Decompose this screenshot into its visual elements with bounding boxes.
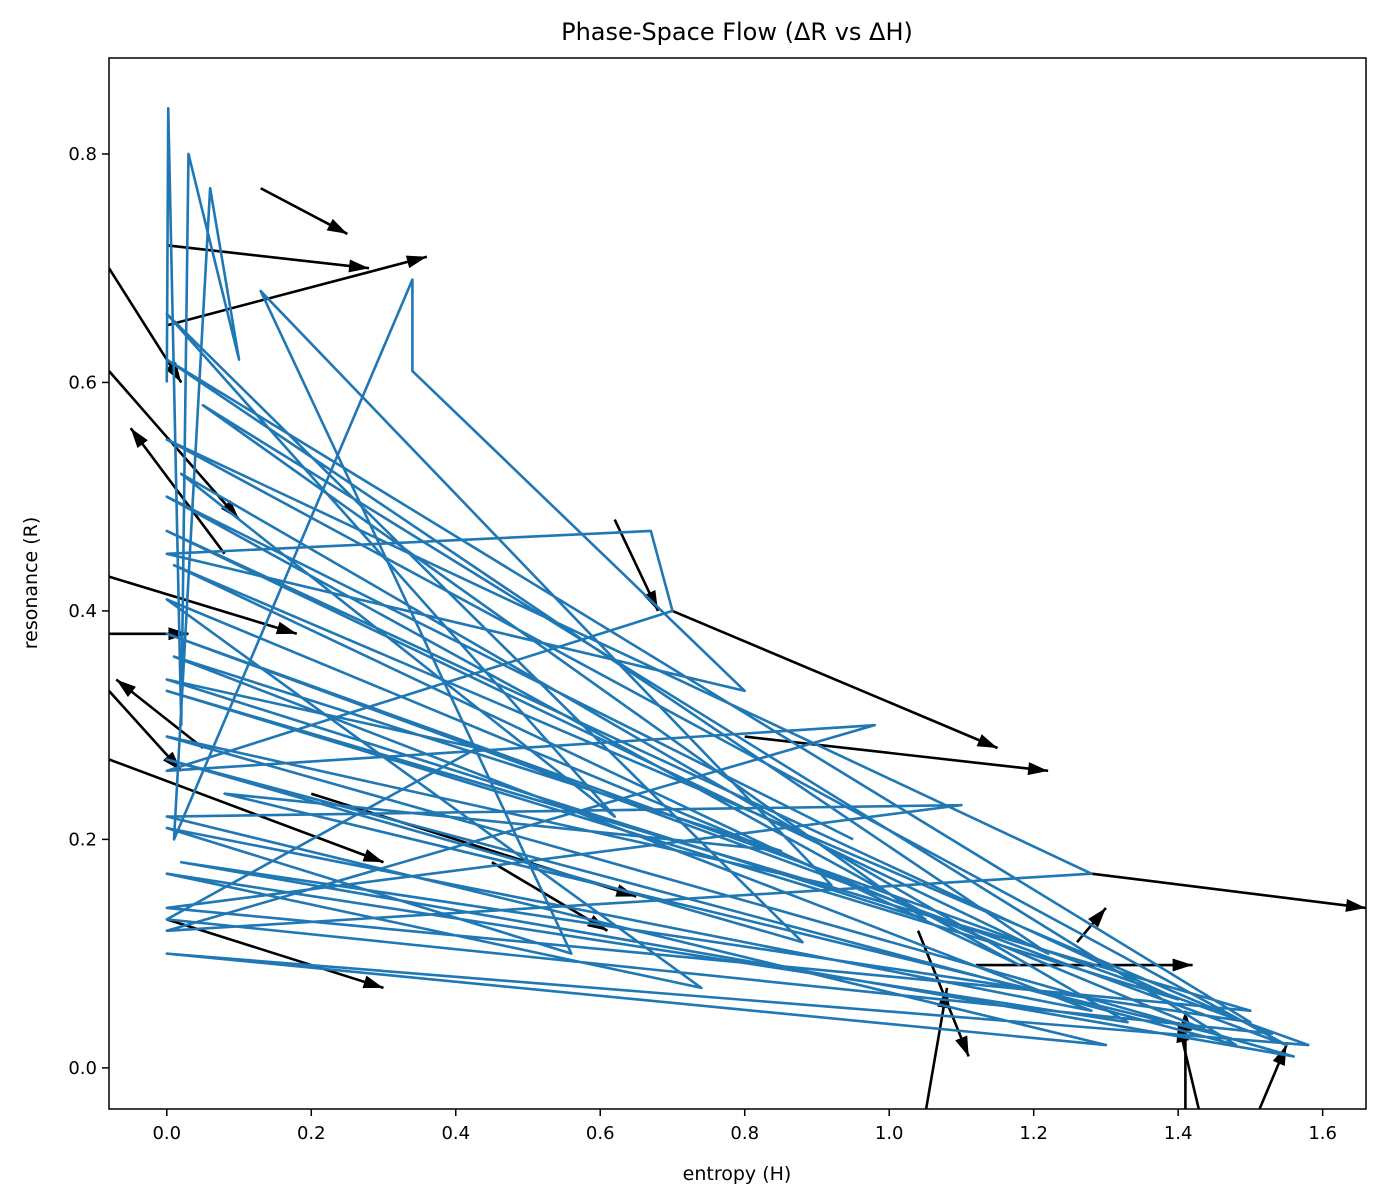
flow-arrow-shaft-24 [166,255,428,327]
y-tick-label: 0.4 [68,601,97,622]
flow-arrow-head-7 [116,679,136,697]
y-axis: 0.0 0.2 0.4 0.6 0.8 [68,144,109,1079]
flow-arrow-head-8 [362,849,384,863]
x-tick-label: 0.8 [730,1123,759,1144]
x-tick-label: 0.4 [441,1123,470,1144]
flow-arrow-head-11 [976,734,998,749]
x-axis: 0.0 0.2 0.4 0.6 0.8 1.0 1.2 1.4 1.6 [152,1109,1337,1144]
y-tick-label: 0.6 [68,372,97,393]
y-axis-label: resonance (R) [20,517,42,650]
y-tick-label: 0.0 [68,1058,97,1079]
flow-arrow-head-9 [362,975,384,989]
flow-arrow-head-22 [1088,907,1106,928]
flow-arrow-shaft-1 [166,244,370,270]
x-tick-label: 0.0 [152,1123,181,1144]
y-tick-label: 0.8 [68,144,97,165]
x-axis-label: entropy (H) [683,1163,792,1185]
y-tick-label: 0.2 [68,829,97,850]
flow-arrow-shaft-8 [109,758,384,864]
flow-arrow-shaft-15 [1091,872,1366,910]
trajectory-line [165,106,1310,1058]
flow-arrow-shaft-18 [924,987,949,1109]
flow-arrow-head-17 [1172,958,1193,972]
flow-arrow-shaft-2 [109,267,183,384]
flow-arrow-head-3 [275,621,297,635]
x-tick-label: 1.2 [1019,1123,1048,1144]
flow-arrow-head-21 [1272,1045,1287,1066]
x-tick-label: 0.6 [586,1123,615,1144]
flow-arrow-head-5 [130,428,148,449]
flow-arrow-head-12 [1027,762,1049,776]
flow-arrow-shaft-11 [671,609,999,750]
flow-arrow-shaft-5 [129,427,226,555]
x-tick-label: 1.4 [1164,1123,1193,1144]
flow-arrow-head-1 [348,259,370,273]
x-tick-label: 0.2 [297,1123,326,1144]
x-tick-label: 1.0 [875,1123,904,1144]
chart-title: Phase-Space Flow (ΔR vs ΔH) [561,18,913,46]
flow-arrow-head-24 [405,255,427,269]
flow-arrow-head-16 [955,1035,969,1057]
x-tick-label: 1.6 [1308,1123,1337,1144]
flow-arrow-head-15 [1345,899,1366,912]
flow-arrow-shaft-12 [744,735,1049,773]
plot-frame [108,57,1367,1110]
flow-arrow-head-0 [326,218,348,234]
flow-arrow-shaft-9 [166,918,384,990]
